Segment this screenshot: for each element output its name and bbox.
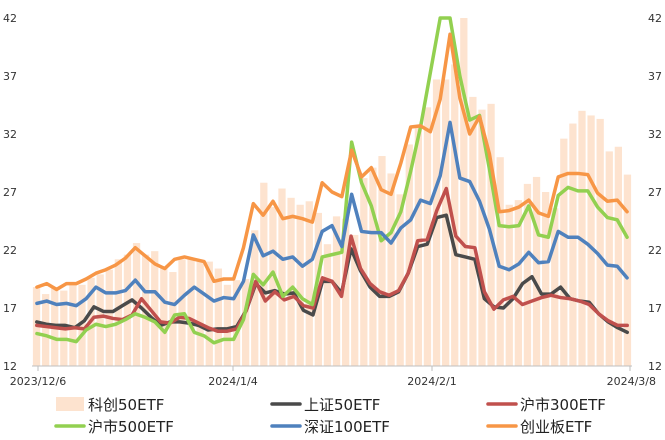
y-tick-left-4: 32 bbox=[3, 128, 17, 141]
bar-kechuang-59 bbox=[569, 123, 577, 366]
y-axis-right: 12 17 22 27 32 37 42 bbox=[648, 12, 662, 373]
bar-kechuang-54 bbox=[523, 183, 532, 366]
bar-kechuang-22 bbox=[232, 280, 241, 366]
legend-label-2: 沪市300ETF bbox=[520, 396, 606, 414]
legend-swatch-0 bbox=[56, 397, 84, 411]
bar-kechuang-25 bbox=[260, 182, 268, 366]
bar-kechuang-47 bbox=[460, 18, 468, 366]
y-tick-left-0: 12 bbox=[3, 360, 17, 373]
y-tick-right-6: 42 bbox=[648, 12, 662, 25]
bar-kechuang-30 bbox=[305, 201, 313, 366]
bar-kechuang-40 bbox=[396, 194, 404, 366]
legend-label-0: 科创50ETF bbox=[88, 396, 164, 414]
y-axis-left: 12 17 22 27 32 37 42 bbox=[3, 12, 17, 373]
bar-kechuang-37 bbox=[369, 167, 377, 366]
legend: 科创50ETF 上证50ETF 沪市300ETF 沪市500ETF 深证100ETF 创业… bbox=[54, 396, 606, 436]
y-tick-right-4: 32 bbox=[648, 128, 662, 141]
y-tick-right-3: 27 bbox=[648, 186, 662, 199]
bar-kechuang-21 bbox=[223, 284, 232, 366]
x-axis: 2023/12/6 2024/1/4 2024/2/1 2024/3/8 bbox=[10, 366, 656, 388]
bar-kechuang-62 bbox=[596, 118, 604, 366]
bar-kechuang-58 bbox=[560, 138, 568, 366]
x-tick-label-1: 2024/1/4 bbox=[208, 375, 257, 388]
bar-kechuang-35 bbox=[351, 234, 359, 366]
legend-label-4: 深证100ETF bbox=[304, 418, 390, 436]
bar-kechuang-20 bbox=[214, 268, 222, 366]
y-tick-left-1: 17 bbox=[3, 302, 17, 315]
legend-label-1: 上证50ETF bbox=[304, 396, 380, 414]
y-tick-right-5: 37 bbox=[648, 70, 662, 83]
bar-kechuang-56 bbox=[542, 192, 550, 366]
x-tick-label-0: 2023/12/6 bbox=[10, 375, 66, 388]
series-line-1 bbox=[35, 186, 629, 333]
bar-kechuang-46 bbox=[451, 64, 459, 367]
bar-kechuang-10 bbox=[123, 254, 132, 366]
series-line-3 bbox=[35, 120, 629, 308]
line-series-group bbox=[35, 16, 629, 345]
legend-label-3: 沪市500ETF bbox=[88, 418, 174, 436]
bar-kechuang-48 bbox=[469, 96, 477, 366]
bar-kechuang-65 bbox=[623, 174, 632, 366]
bar-kechuang-14 bbox=[160, 266, 168, 366]
bar-kechuang-23 bbox=[242, 279, 250, 366]
bar-kechuang-53 bbox=[514, 200, 522, 366]
series-line-2 bbox=[35, 16, 629, 345]
x-tick-label-3: 2024/3/8 bbox=[607, 375, 656, 388]
bar-kechuang-61 bbox=[587, 115, 595, 366]
y-tick-right-2: 22 bbox=[648, 244, 662, 257]
y-tick-left-5: 37 bbox=[3, 70, 17, 83]
bar-kechuang-17 bbox=[187, 259, 195, 366]
y-tick-left-3: 27 bbox=[3, 186, 17, 199]
bar-kechuang-64 bbox=[614, 146, 622, 366]
bar-kechuang-19 bbox=[205, 261, 213, 366]
bar-kechuang-52 bbox=[505, 204, 513, 366]
bar-kechuang-41 bbox=[405, 144, 413, 366]
legend-label-5: 创业板ETF bbox=[520, 418, 592, 436]
bar-kechuang-45 bbox=[442, 79, 450, 366]
series-line-4 bbox=[35, 32, 629, 292]
bar-kechuang-32 bbox=[323, 244, 332, 366]
bar-kechuang-7 bbox=[96, 274, 104, 366]
bar-kechuang-34 bbox=[342, 218, 350, 366]
bar-kechuang-18 bbox=[196, 260, 204, 366]
bar-kechuang-57 bbox=[551, 208, 559, 366]
y-tick-right-0: 12 bbox=[648, 360, 662, 373]
y-tick-left-2: 22 bbox=[3, 244, 17, 257]
x-tick-label-2: 2024/2/1 bbox=[407, 375, 456, 388]
bar-kechuang-49 bbox=[478, 109, 486, 366]
y-tick-right-1: 17 bbox=[648, 302, 662, 315]
bar-kechuang-51 bbox=[496, 157, 504, 366]
bar-kechuang-39 bbox=[387, 173, 395, 366]
bar-kechuang-9 bbox=[114, 259, 122, 366]
bar-kechuang-4 bbox=[69, 282, 77, 366]
bar-kechuang-27 bbox=[278, 188, 286, 366]
bar-kechuang-29 bbox=[296, 204, 304, 366]
bar-kechuang-63 bbox=[605, 151, 613, 366]
bar-kechuang-38 bbox=[378, 156, 386, 366]
bar-kechuang-55 bbox=[532, 176, 541, 366]
y-tick-left-6: 42 bbox=[3, 12, 17, 25]
bar-kechuang-13 bbox=[151, 251, 159, 366]
bar-kechuang-24 bbox=[251, 230, 259, 366]
bar-kechuang-5 bbox=[78, 284, 86, 366]
bar-kechuang-28 bbox=[287, 197, 295, 366]
bar-kechuang-1 bbox=[42, 294, 50, 366]
bar-kechuang-26 bbox=[269, 207, 277, 366]
